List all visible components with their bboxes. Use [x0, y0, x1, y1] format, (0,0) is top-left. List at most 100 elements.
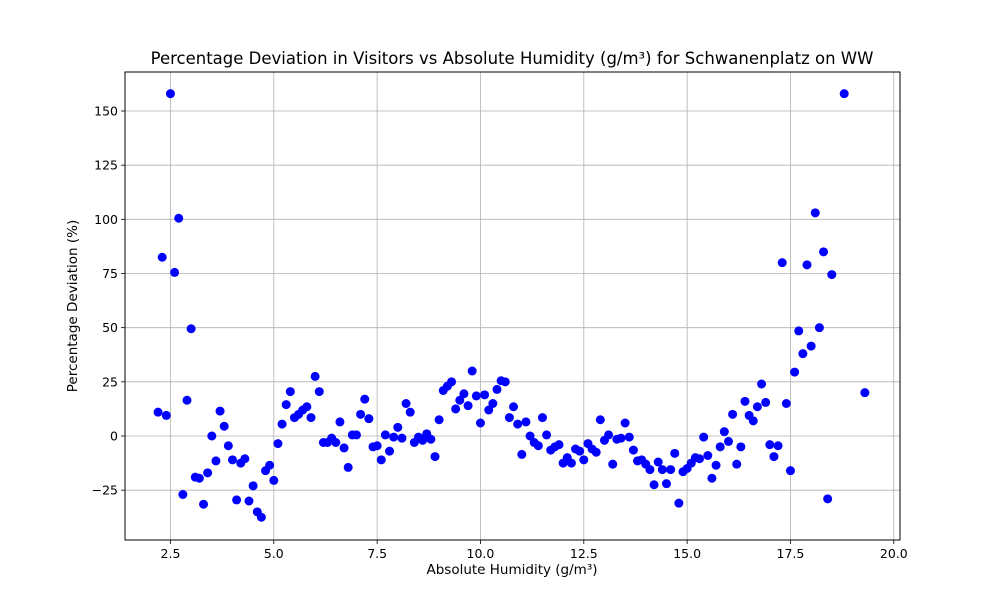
data-point	[823, 494, 833, 504]
data-point	[418, 435, 428, 445]
data-point	[703, 451, 713, 460]
data-point	[674, 498, 684, 508]
y-tick-label: 50	[102, 320, 118, 335]
data-point	[339, 443, 349, 453]
x-tick-label: 20.0	[880, 546, 908, 561]
data-point	[616, 433, 626, 443]
data-point	[860, 388, 870, 398]
x-tick-label: 10.0	[467, 546, 495, 561]
data-point	[513, 419, 523, 429]
data-point	[732, 459, 742, 469]
data-point	[351, 430, 361, 440]
x-tick-label: 12.5	[570, 546, 598, 561]
data-point	[434, 415, 444, 425]
data-point	[302, 402, 312, 412]
x-tick-label: 2.5	[161, 546, 181, 561]
data-point	[785, 466, 795, 476]
data-point	[372, 441, 382, 451]
data-point	[215, 406, 225, 416]
data-point	[273, 439, 283, 449]
data-point	[211, 456, 221, 466]
data-point	[579, 455, 589, 465]
chart-title: Percentage Deviation in Visitors vs Abso…	[151, 49, 874, 68]
y-tick-label: 100	[94, 212, 118, 227]
data-point	[376, 455, 386, 465]
data-point	[649, 480, 659, 490]
data-point	[810, 208, 820, 218]
data-point	[736, 442, 746, 452]
plot-frame	[124, 71, 901, 541]
data-point	[591, 447, 601, 457]
data-point	[827, 270, 837, 280]
x-tick-label: 7.5	[367, 546, 387, 561]
data-point	[401, 399, 411, 408]
data-point	[604, 430, 614, 440]
data-point	[566, 458, 576, 468]
data-point	[203, 468, 213, 478]
x-tick-label: 5.0	[264, 546, 284, 561]
data-point	[207, 431, 217, 441]
data-point	[806, 341, 816, 351]
data-points	[153, 89, 870, 522]
data-point	[657, 465, 667, 475]
data-point	[790, 367, 800, 377]
data-point	[554, 440, 564, 450]
data-point	[182, 395, 192, 405]
data-point	[314, 387, 324, 397]
data-point	[170, 267, 180, 277]
data-point	[777, 258, 787, 268]
data-point	[525, 431, 535, 441]
data-point	[256, 512, 266, 522]
data-point	[248, 481, 258, 491]
data-point	[819, 247, 829, 257]
data-point	[447, 377, 457, 387]
data-point	[839, 89, 849, 99]
data-point	[426, 434, 436, 444]
data-point	[343, 462, 353, 472]
data-point	[695, 454, 705, 464]
data-point	[670, 448, 680, 458]
data-point	[186, 324, 196, 334]
data-point	[500, 377, 510, 387]
data-point	[765, 440, 775, 450]
grid	[125, 72, 900, 540]
data-point	[335, 417, 345, 427]
y-tick-label: 75	[102, 266, 118, 281]
data-point	[504, 413, 514, 423]
data-point	[430, 452, 440, 462]
data-point	[277, 419, 287, 429]
data-point	[475, 418, 485, 428]
data-point	[794, 326, 804, 336]
data-point	[178, 490, 188, 499]
data-point	[385, 446, 395, 456]
data-point	[620, 418, 630, 428]
y-axis-ticks: −25 0 25 50 75 100 125 150	[92, 104, 125, 498]
data-point	[628, 445, 638, 455]
x-tick-label: 15.0	[673, 546, 701, 561]
data-point	[752, 402, 762, 412]
data-point	[624, 432, 634, 442]
data-point	[227, 455, 237, 465]
x-axis-label: Absolute Humidity (g/m³)	[426, 562, 597, 578]
data-point	[480, 390, 490, 400]
data-point	[281, 400, 291, 410]
data-point	[244, 496, 254, 506]
data-point	[306, 413, 316, 423]
data-point	[451, 404, 461, 414]
data-point	[798, 349, 808, 359]
data-point	[707, 473, 717, 483]
data-point	[455, 395, 465, 405]
x-tick-label: 17.5	[777, 546, 805, 561]
data-point	[666, 465, 676, 475]
data-point	[310, 371, 320, 381]
data-point	[699, 432, 709, 442]
data-point	[397, 433, 407, 443]
data-point	[389, 432, 399, 442]
data-point	[757, 379, 767, 389]
data-point	[265, 460, 275, 470]
data-point	[360, 394, 370, 404]
data-point	[157, 252, 167, 262]
data-point	[542, 430, 552, 440]
data-point	[814, 323, 824, 333]
